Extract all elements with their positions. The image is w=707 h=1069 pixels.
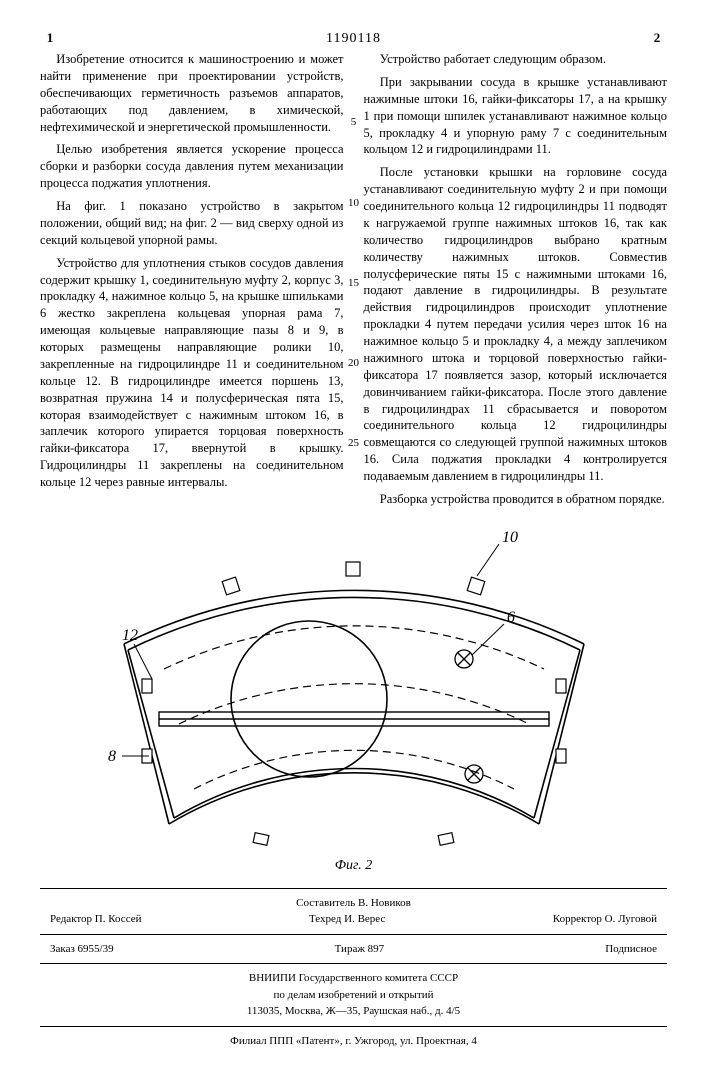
figure-label-6: 6 [507, 609, 515, 626]
footer-divider-3 [40, 1026, 667, 1027]
footer-compiler: Составитель В. Новиков [40, 895, 667, 912]
figure-label-10: 10 [502, 529, 518, 546]
footer-address-1: 113035, Москва, Ж—35, Раушская наб., д. … [40, 1003, 667, 1020]
line-number: 10 [345, 196, 363, 211]
footer: Составитель В. Новиков Редактор П. Коссе… [40, 888, 667, 1050]
header-row: 1 1190118 2 [40, 30, 667, 47]
figure-caption: Фиг. 2 [40, 858, 667, 874]
col-number-left: 1 [40, 30, 60, 46]
footer-subscription: Подписное [605, 941, 657, 958]
col-number-right: 2 [647, 30, 667, 46]
body-paragraph: Устройство для уплотнения стыков сосудов… [40, 255, 344, 491]
page: 1 1190118 2 5 10 15 20 25 Изобретение относи… [0, 0, 707, 1069]
body-paragraph: После установки крышки на горловине сосу… [364, 164, 668, 485]
footer-org-1: ВНИИПИ Государственного комитета СССР [40, 970, 667, 987]
document-number: 1190118 [60, 31, 647, 47]
figure-2-drawing: 10 12 8 6 [104, 524, 604, 854]
footer-divider-1 [40, 934, 667, 935]
line-number: 15 [345, 276, 363, 291]
figure-label-8: 8 [108, 748, 116, 765]
footer-print-row: Заказ 6955/39 Тираж 897 Подписное [40, 941, 667, 958]
body-paragraph: При закрывании сосуда в крышке устанавли… [364, 74, 668, 158]
line-number: 20 [345, 356, 363, 371]
body-paragraph: Разборка устройства проводится в обратно… [364, 491, 668, 508]
footer-tech: Техред И. Верес [309, 911, 385, 928]
footer-corrector: Корректор О. Луговой [553, 911, 657, 928]
body-paragraph: Целью изобретения является ускорение про… [40, 141, 344, 192]
body-paragraph: Изобретение относится к машиностроению и… [40, 51, 344, 135]
footer-org-2: по делам изобретений и открытий [40, 987, 667, 1004]
footer-order: Заказ 6955/39 [50, 941, 114, 958]
figure-label-12: 12 [122, 627, 138, 644]
footer-editor: Редактор П. Коссей [50, 911, 141, 928]
footer-credits-row: Редактор П. Коссей Техред И. Верес Корре… [40, 911, 667, 928]
figure-area: 10 12 8 6 Фиг. 2 [40, 524, 667, 874]
body-paragraph: Устройство работает следующим образом. [364, 51, 668, 68]
text-columns: 5 10 15 20 25 Изобретение относится к машино… [40, 51, 667, 514]
footer-address-2: Филиал ППП «Патент», г. Ужгород, ул. Про… [40, 1033, 667, 1050]
left-column: Изобретение относится к машиностроению и… [40, 51, 344, 514]
right-column: Устройство работает следующим образом. Пр… [364, 51, 668, 514]
line-number: 25 [345, 436, 363, 451]
body-paragraph: На фиг. 1 показано устройство в закрытом… [40, 198, 344, 249]
line-number: 5 [345, 115, 363, 130]
footer-circulation: Тираж 897 [335, 941, 385, 958]
footer-divider-2 [40, 963, 667, 964]
